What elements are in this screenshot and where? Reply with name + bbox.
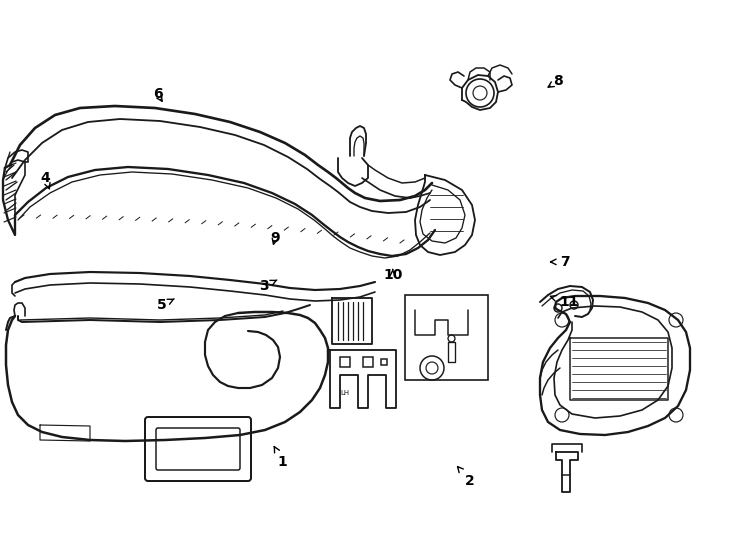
Text: 4: 4 [40, 171, 51, 189]
Text: 7: 7 [550, 255, 570, 269]
Text: 5: 5 [156, 298, 174, 312]
Text: 1: 1 [275, 447, 288, 469]
Text: 2: 2 [457, 467, 475, 488]
Text: 6: 6 [153, 87, 163, 102]
Text: 8: 8 [548, 74, 563, 88]
Text: 3: 3 [259, 279, 277, 293]
Text: 10: 10 [383, 268, 402, 282]
Text: 11: 11 [550, 295, 578, 309]
Bar [405, 295, 488, 380]
Text: LH: LH [341, 390, 349, 396]
Text: 9: 9 [270, 231, 280, 245]
